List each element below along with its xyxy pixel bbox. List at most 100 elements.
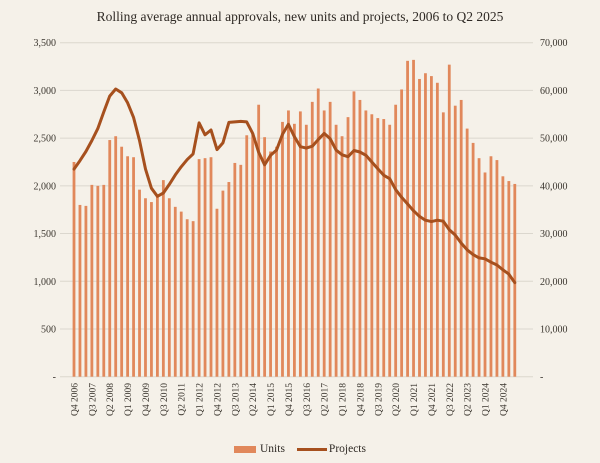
x-axis-label: Q4 2021: [428, 383, 438, 416]
x-axis-label: Q1 2009: [124, 383, 134, 416]
units-bar: [322, 110, 326, 377]
x-axis-label: Q4 2015: [285, 383, 295, 416]
units-bar: [435, 82, 439, 377]
x-axis-label: Q2 2011: [178, 383, 188, 416]
right-axis-tick-label: 20,000: [540, 277, 568, 288]
units-bar: [489, 156, 493, 377]
left-axis-tick-label: 3,500: [34, 38, 57, 49]
units-bar: [251, 133, 255, 377]
left-axis-tick-label: -: [53, 372, 56, 383]
x-axis-label: Q3 2016: [303, 383, 313, 416]
units-bar: [376, 118, 380, 377]
units-bar: [108, 140, 112, 377]
units-bar: [412, 59, 415, 377]
units-bar: [84, 205, 88, 377]
right-axis-tick-label: 60,000: [540, 86, 568, 97]
units-bar: [114, 136, 118, 377]
units-bar: [233, 162, 237, 377]
right-axis-tick-label: 50,000: [540, 134, 568, 145]
units-bar: [72, 161, 76, 377]
units-bar: [126, 156, 130, 377]
x-axis-label: Q1 2021: [410, 383, 420, 416]
right-axis-tick-label: 40,000: [540, 181, 568, 192]
units-bar: [144, 198, 147, 377]
left-axis-tick-label: 2,000: [34, 181, 57, 192]
units-bar: [150, 202, 153, 377]
units-bar: [257, 104, 261, 377]
x-axis-label: Q2 2017: [321, 383, 331, 416]
legend-item-units: Units: [234, 443, 285, 455]
x-axis-label: Q2 2023: [464, 383, 474, 416]
units-bar: [203, 158, 207, 377]
chart-title: Rolling average annual approvals, new un…: [96, 9, 504, 24]
units-bar-swatch-icon: [234, 445, 256, 453]
units-bar: [394, 104, 398, 377]
legend: Units Projects: [0, 443, 600, 455]
units-bar: [215, 208, 219, 377]
projects-line-swatch-icon: [296, 447, 327, 451]
units-bar: [173, 206, 177, 377]
units-bar: [185, 219, 189, 377]
units-bar: [209, 157, 213, 377]
units-bar: [346, 117, 350, 377]
x-axis-label: Q4 2009: [142, 383, 152, 416]
right-axis-tick-label: 10,000: [540, 324, 568, 335]
units-bar: [275, 146, 278, 377]
units-bar: [418, 78, 421, 377]
left-axis-tick-label: 1,000: [34, 277, 57, 288]
units-bar: [96, 185, 100, 377]
units-bar: [78, 204, 82, 377]
x-axis-label: Q1 2018: [339, 383, 349, 416]
units-bar: [155, 194, 159, 377]
units-bar: [459, 99, 463, 377]
projects-line: [72, 87, 517, 285]
units-bar: [167, 198, 171, 377]
x-axis-label: Q3 2019: [374, 383, 384, 416]
units-bar: [263, 137, 267, 377]
units-bar: [245, 135, 249, 377]
units-bar: [477, 158, 481, 377]
units-bar: [316, 88, 320, 377]
units-bar: [430, 76, 433, 377]
x-axis-label: Q4 2024: [499, 383, 509, 416]
legend-item-projects: Projects: [296, 443, 366, 455]
legend-units-label: Units: [260, 443, 285, 455]
units-bar: [120, 146, 124, 377]
units-bar: [310, 101, 314, 377]
left-axis-tick-label: 1,500: [34, 229, 57, 240]
x-axis-label: Q4 2018: [356, 383, 366, 416]
x-axis-label: Q3 2007: [88, 383, 98, 416]
units-bar: [161, 180, 165, 377]
units-bar: [269, 151, 272, 377]
units-bar: [197, 159, 201, 377]
x-axis-label: Q3 2010: [160, 383, 170, 416]
x-axis-label: Q1 2024: [482, 383, 492, 416]
units-bar: [424, 73, 427, 377]
units-bar: [221, 190, 225, 377]
units-bar: [453, 105, 457, 377]
units-bar: [441, 112, 445, 377]
right-axis-tick-label: -: [540, 372, 543, 383]
units-bar: [191, 221, 195, 377]
units-bar: [465, 128, 469, 377]
units-bar: [138, 189, 141, 377]
units-bar: [328, 101, 332, 377]
units-bar: [364, 110, 368, 377]
units-bar: [495, 160, 499, 377]
left-axis-tick-label: 3,000: [34, 86, 57, 97]
x-axis-label: Q3 2013: [231, 383, 241, 416]
units-bar: [507, 181, 511, 377]
units-bar: [406, 60, 409, 377]
units-bar: [90, 184, 94, 377]
units-bar: [400, 89, 404, 377]
x-axis-label: Q1 2012: [196, 383, 206, 416]
x-axis-label: Q2 2014: [249, 383, 259, 416]
units-bar: [227, 182, 231, 377]
units-bar: [132, 157, 135, 377]
units-bar: [179, 211, 183, 377]
left-axis-tick-label: 2,500: [34, 134, 57, 145]
units-bar: [370, 114, 374, 377]
units-bar: [388, 124, 392, 377]
units-bar: [293, 123, 296, 377]
